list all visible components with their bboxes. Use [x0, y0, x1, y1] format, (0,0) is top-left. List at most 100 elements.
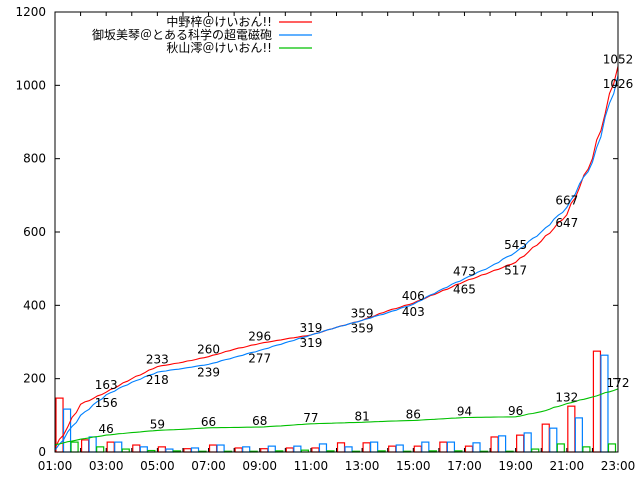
bar-0	[80, 439, 90, 453]
data-label: 239	[197, 365, 220, 379]
data-label: 403	[402, 305, 425, 319]
bar-layer	[55, 350, 617, 453]
bar-2	[582, 446, 591, 453]
bar-1	[190, 447, 200, 453]
data-label: 319	[299, 336, 322, 350]
bar-1	[600, 354, 609, 453]
data-label: 406	[402, 289, 425, 303]
data-label: 473	[453, 265, 476, 279]
bar-1	[139, 446, 148, 453]
data-label: 359	[351, 321, 374, 335]
data-label: 68	[252, 414, 267, 428]
y-tick-label: 0	[38, 445, 46, 459]
data-label: 132	[555, 391, 578, 405]
legend-label: 御坂美琴＠とある科学の超電磁砲	[92, 27, 272, 42]
bar-0	[208, 444, 218, 453]
x-tick-label: 23:00	[601, 459, 636, 473]
bar-0	[157, 446, 166, 453]
data-label: 77	[303, 411, 318, 425]
series-line-2	[54, 388, 619, 446]
data-label: 465	[453, 283, 476, 297]
x-tick-label: 17:00	[447, 459, 482, 473]
x-tick-label: 05:00	[140, 459, 175, 473]
data-label: 260	[197, 343, 220, 357]
bar-1	[88, 436, 97, 453]
bar-1	[574, 417, 583, 453]
bar-2	[70, 441, 79, 453]
series-line-1	[54, 75, 619, 451]
legend-label: 秋山澪＠けいおん!!	[166, 41, 272, 55]
x-tick-label: 03:00	[89, 459, 124, 473]
axes: 0 200 400 600 800 1000 1200 01:00 03:00 05:00 07:0…	[15, 5, 635, 473]
data-label: 667	[555, 193, 578, 207]
data-label: 81	[354, 409, 369, 423]
bar-1	[523, 432, 532, 453]
x-tick-label: 21:00	[550, 459, 585, 473]
bar-0	[362, 442, 371, 453]
y-tick-label: 1000	[15, 78, 46, 92]
data-label: 46	[99, 422, 114, 436]
line-layer	[54, 66, 619, 451]
bar-1	[267, 445, 276, 453]
bar-0	[541, 423, 550, 453]
bar-1	[395, 444, 404, 453]
bar-0	[132, 444, 141, 453]
data-label: 94	[457, 405, 472, 419]
y-tick-label: 1200	[15, 5, 46, 19]
data-label: 277	[248, 351, 271, 365]
x-tick-label: 15:00	[396, 459, 431, 473]
bar-0	[106, 441, 115, 453]
bar-0	[311, 447, 320, 453]
bar-1	[62, 408, 72, 453]
data-label: 517	[504, 263, 527, 277]
data-label: 96	[508, 404, 523, 418]
bar-0	[413, 445, 422, 453]
data-label: 218	[146, 373, 169, 387]
data-label: 86	[406, 407, 421, 421]
bar-0	[388, 445, 397, 453]
bar-0	[336, 442, 346, 453]
data-label: 163	[95, 378, 118, 392]
data-label: 59	[150, 417, 165, 431]
data-label: 156	[95, 396, 118, 410]
x-tick-label: 13:00	[345, 459, 380, 473]
data-label: 647	[555, 216, 578, 230]
x-tick-label: 11:00	[294, 459, 329, 473]
bar-0	[490, 436, 499, 453]
bar-1	[497, 435, 507, 453]
bar-1	[446, 441, 456, 453]
legend-label: 中野梓＠けいおん!!	[166, 14, 272, 29]
bar-0	[516, 434, 525, 453]
bar-0	[285, 447, 294, 453]
bar-1	[549, 427, 558, 453]
bar-0	[592, 350, 602, 453]
bar-1	[216, 444, 225, 453]
data-label: 545	[504, 238, 527, 252]
bar-2	[96, 446, 105, 453]
data-label: 359	[351, 306, 374, 320]
bar-1	[472, 442, 481, 453]
bar-1	[242, 446, 251, 453]
bar-1	[344, 446, 353, 453]
x-tick-label: 07:00	[191, 459, 226, 473]
y-tick-label: 600	[23, 225, 46, 239]
data-label: 319	[299, 321, 322, 335]
y-tick-label: 800	[23, 152, 46, 166]
bar-2	[607, 443, 617, 453]
plot-frame	[54, 11, 619, 453]
data-label: 233	[146, 353, 169, 367]
x-tick-label: 09:00	[242, 459, 277, 473]
bar-2	[556, 443, 565, 453]
bar-1	[370, 441, 379, 453]
bar-1	[318, 443, 328, 453]
bar-0	[567, 405, 576, 453]
data-label: 66	[201, 415, 216, 429]
bar-0	[234, 447, 243, 453]
bar-1	[293, 445, 302, 453]
x-tick-label: 01:00	[38, 459, 73, 473]
y-tick-label: 400	[23, 298, 46, 312]
bar-1	[114, 441, 123, 453]
